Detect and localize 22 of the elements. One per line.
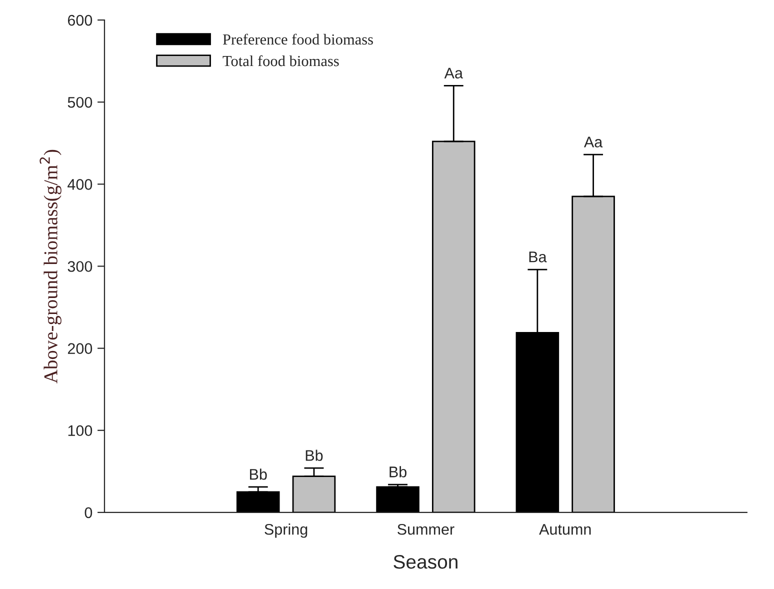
legend-label: Total food biomass	[222, 55, 339, 66]
y-tick-label: 300	[68, 261, 92, 272]
annotation: Aa	[444, 68, 463, 78]
y-tick-label: 400	[68, 179, 92, 190]
y-tick-label: 0	[84, 507, 92, 518]
x-tick-label: Spring	[264, 524, 308, 538]
bar	[376, 486, 420, 512]
x-tick-label: Autumn	[539, 524, 591, 535]
annotation: Bb	[390, 466, 406, 478]
y-tick-label: 500	[68, 96, 92, 108]
y-tick-label: 100	[68, 425, 92, 436]
x-tick-label: Summer	[398, 524, 454, 535]
legend-label: Preference food biomass	[222, 34, 373, 45]
x-axis-title: Season	[394, 554, 458, 569]
y-tick-label: 200	[68, 343, 92, 354]
bar	[236, 491, 280, 512]
annotation: Aa	[584, 136, 603, 148]
y-axis-title: Above-ground biomass(g/m$^{2}$)	[40, 150, 62, 384]
annotation: Bb	[250, 468, 267, 480]
y-tick-label: 600	[68, 14, 92, 26]
annotation: Bb	[306, 450, 323, 461]
annotation: Ba	[529, 252, 547, 262]
